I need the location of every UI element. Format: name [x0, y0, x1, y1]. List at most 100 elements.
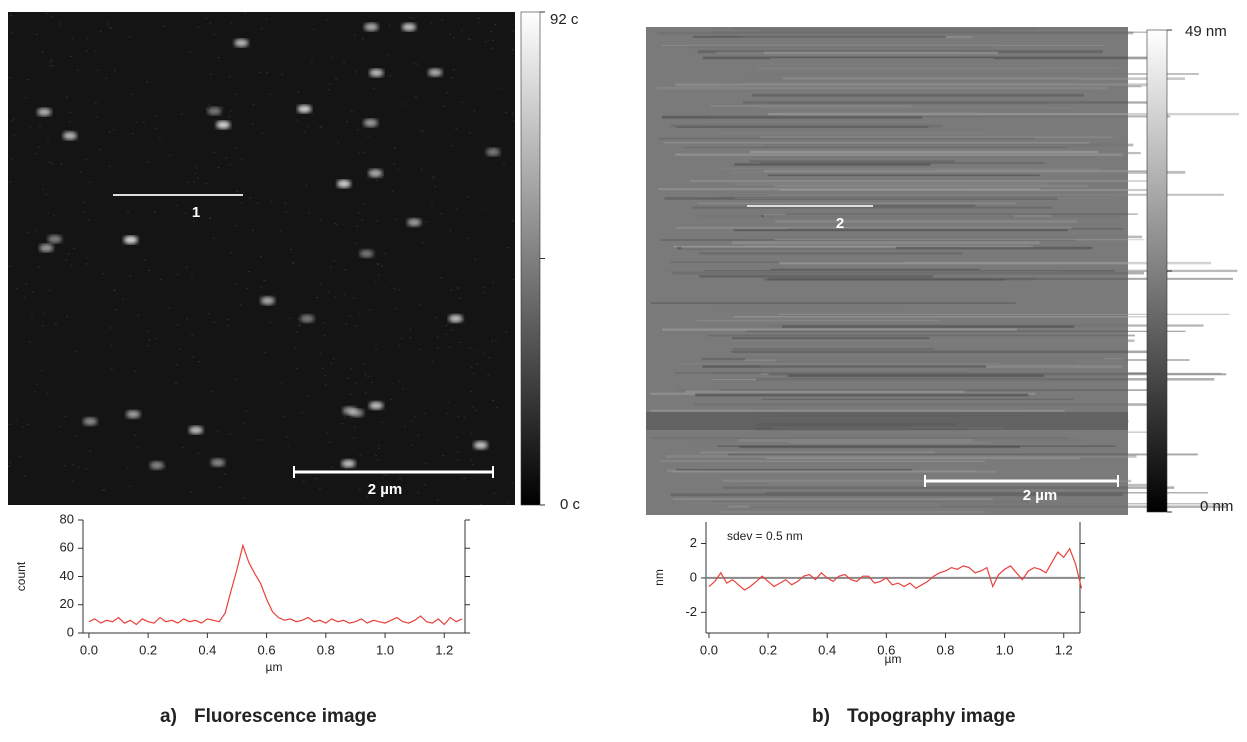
noise: [376, 459, 379, 461]
spot: [369, 68, 384, 77]
noise: [142, 121, 145, 123]
noise: [227, 325, 230, 327]
streak: [779, 261, 1212, 265]
noise: [185, 266, 188, 268]
noise: [244, 12, 247, 14]
streak: [757, 106, 1075, 109]
spot: [149, 461, 164, 470]
noise: [53, 215, 56, 217]
noise: [184, 212, 187, 214]
noise: [260, 28, 263, 30]
noise: [380, 265, 383, 267]
noise: [313, 28, 316, 30]
noise: [15, 288, 18, 290]
x-axis-label: µm: [266, 660, 283, 674]
noise: [22, 426, 25, 428]
noise: [459, 341, 462, 343]
x-tick-label: 0.8: [317, 642, 335, 657]
noise: [402, 388, 405, 390]
noise: [240, 159, 243, 161]
y-tick-label: 0: [67, 624, 74, 639]
streak: [758, 29, 1000, 32]
spot: [62, 131, 77, 140]
streak: [748, 408, 960, 411]
spot: [341, 459, 356, 468]
noise: [350, 111, 353, 113]
streak: [787, 374, 1045, 378]
noise: [393, 288, 396, 290]
noise: [414, 416, 417, 418]
spot: [359, 249, 374, 258]
streak: [769, 58, 995, 60]
noise: [505, 112, 508, 114]
streak: [696, 319, 942, 322]
noise: [134, 434, 137, 436]
noise: [345, 121, 348, 123]
streak: [763, 170, 1167, 173]
noise: [342, 223, 345, 225]
noise: [83, 211, 86, 213]
noise: [494, 24, 497, 26]
streak: [658, 188, 1040, 191]
noise: [323, 335, 326, 337]
noise: [328, 441, 331, 443]
noise: [163, 25, 166, 27]
noise: [430, 22, 433, 24]
x-tick-label: 1.0: [996, 642, 1014, 657]
noise: [226, 319, 229, 321]
noise: [487, 375, 490, 377]
spot: [234, 38, 249, 47]
noise: [258, 72, 261, 74]
noise: [359, 454, 362, 456]
noise: [451, 77, 454, 79]
noise: [376, 179, 379, 181]
noise: [8, 76, 11, 78]
streak: [728, 453, 1198, 456]
spot: [39, 244, 54, 253]
noise: [349, 393, 352, 395]
noise: [417, 434, 420, 436]
noise: [63, 465, 66, 467]
noise: [190, 276, 193, 278]
streak: [731, 170, 1186, 174]
x-tick-label: 0.6: [877, 642, 895, 657]
noise: [23, 296, 26, 298]
streak: [775, 220, 1078, 223]
noise: [423, 412, 426, 414]
noise: [69, 55, 72, 57]
noise: [131, 132, 134, 134]
noise: [452, 37, 455, 39]
noise: [34, 153, 37, 155]
noise: [213, 151, 216, 153]
noise: [88, 181, 91, 183]
spot: [300, 314, 315, 323]
noise: [398, 486, 401, 488]
scalebar-label: 2 µm: [1023, 487, 1058, 504]
x-tick-label: 0.4: [818, 642, 836, 657]
noise: [300, 412, 303, 414]
noise: [9, 181, 12, 183]
noise: [269, 93, 272, 95]
streak: [670, 124, 943, 128]
streak: [731, 27, 1039, 30]
noise: [102, 489, 105, 491]
noise: [475, 410, 478, 412]
noise: [15, 418, 18, 420]
noise: [328, 83, 331, 85]
spot: [37, 108, 52, 117]
streak: [659, 460, 986, 463]
noise: [421, 242, 424, 244]
noise: [354, 71, 357, 73]
noise: [388, 24, 391, 26]
y-tick-label: 0: [690, 569, 697, 584]
noise: [10, 158, 13, 160]
noise: [377, 274, 380, 276]
noise: [452, 69, 455, 71]
noise: [512, 30, 515, 32]
noise: [209, 22, 212, 24]
noise: [505, 331, 508, 333]
noise: [234, 93, 237, 95]
scalebar-label: 2 µm: [368, 481, 403, 498]
noise: [329, 266, 332, 268]
noise: [319, 353, 322, 355]
